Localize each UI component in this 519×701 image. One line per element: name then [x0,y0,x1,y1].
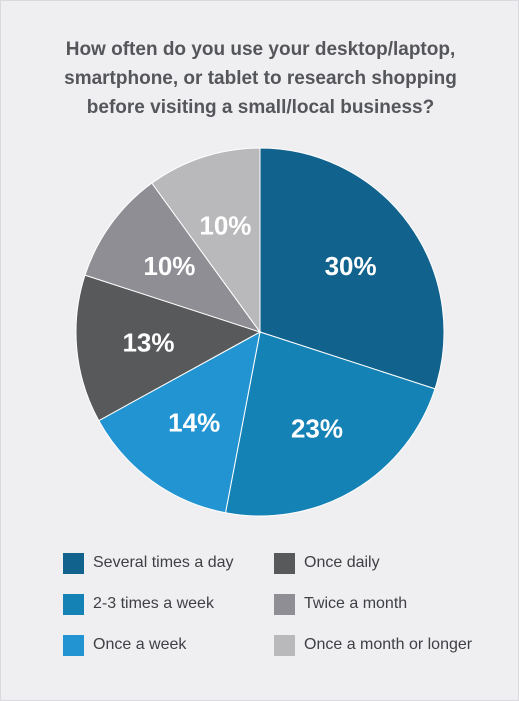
chart-title-line-3: before visiting a small/local business? [86,97,435,118]
legend-label-several-times-a-day: Several times a day [93,554,234,571]
pie-slice-once-daily [75,274,262,422]
legend-label-once-a-month-or-longer: Once a month or longer [304,636,473,653]
pie-value-label-several-times-a-day: 30% [325,251,377,281]
legend-swatch-once-daily [274,552,295,574]
chart-title-line-2: smartphone, or tablet to research shoppi… [64,68,457,89]
pie-slice-once-a-month-or-longer [151,147,261,334]
legend-item-once-daily: Once daily [274,551,380,575]
legend-swatch-several-times-a-day [63,552,84,574]
legend-swatch-once-a-week [63,634,84,656]
pie-value-label-once-a-month-or-longer: 10% [199,211,251,241]
legend-swatch-2-3-times-a-week [63,593,84,615]
legend-item-twice-a-month: Twice a month [274,592,407,616]
pie-slice-twice-a-month [84,182,262,333]
legend-item-2-3-times-a-week: 2-3 times a week [63,592,214,616]
pie-slice-several-times-a-day [259,147,445,390]
legend-label-once-daily: Once daily [304,554,380,571]
pie-value-label-once-a-week: 14% [168,408,220,438]
pie-value-label-2-3-times-a-week: 23% [291,413,343,443]
legend-swatch-twice-a-month [274,593,295,615]
pie-chart: 30% 23% 14% 13% 10%10% [75,147,445,517]
legend-item-several-times-a-day: Several times a day [63,551,234,575]
legend-label-once-a-week: Once a week [93,636,187,653]
legend-label-2-3-times-a-week: 2-3 times a week [93,595,214,612]
pie-slice-once-a-week [98,331,261,514]
legend-item-once-a-month-or-longer: Once a month or longer [274,633,472,657]
chart-title-line-1: How often do you use your desktop/laptop… [65,39,456,60]
pie-value-label-twice-a-month: 10% [143,251,195,281]
chart-title: How often do you use your desktop/laptop… [21,35,500,122]
legend-item-once-a-week: Once a week [63,633,186,657]
pie-value-label-once-daily: 13% [122,328,174,358]
pie-slice-2-3-times-a-week [224,331,436,517]
legend-swatch-once-a-month-or-longer [274,634,295,656]
legend-label-twice-a-month: Twice a month [304,595,408,612]
